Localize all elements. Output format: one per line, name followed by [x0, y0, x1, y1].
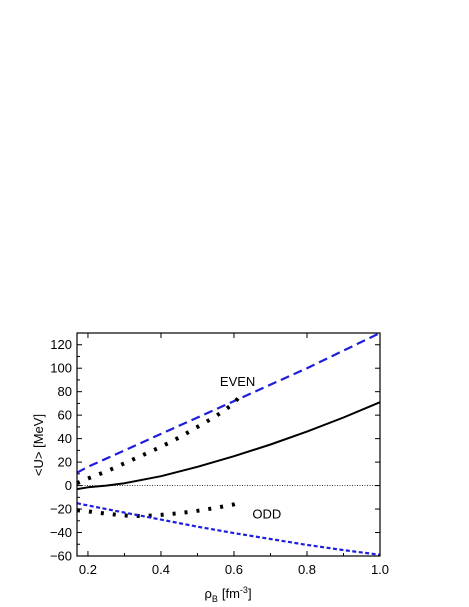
- plot-frame: [76, 332, 381, 557]
- x-tick-label: 0.4: [152, 562, 170, 577]
- annotation-odd: ODD: [252, 506, 281, 521]
- y-axis-label: <U> [MeV]: [31, 414, 46, 476]
- x-tick-labels: 0.2 0.4 0.6 0.8 1.0: [79, 562, 389, 577]
- y-tick-label: 120: [50, 337, 72, 352]
- x-axis-label: ρB [fm-3]: [204, 585, 251, 604]
- y-tick-label: 100: [50, 361, 72, 376]
- x-axis-label-sub: B: [212, 594, 218, 604]
- x-tick-label: 0.6: [225, 562, 243, 577]
- x-tick-label: 0.2: [79, 562, 97, 577]
- series-line-0: [76, 332, 381, 474]
- annotation-even: EVEN: [220, 374, 255, 389]
- x-tick-label: 0.8: [298, 562, 316, 577]
- series-layer: [76, 332, 381, 556]
- x-axis-label-unit-close: ]: [248, 586, 252, 601]
- y-tick-labels: 120 100 80 60 40 20 0 −20 −40 −60: [50, 337, 72, 563]
- y-tick-label: 40: [58, 431, 72, 446]
- y-tick-label: −60: [50, 549, 72, 564]
- x-tick-label: 1.0: [371, 562, 389, 577]
- tick-marks: [77, 333, 381, 557]
- series-line-3: [76, 500, 242, 519]
- x-axis-label-main: ρ: [204, 586, 211, 601]
- y-tick-label: −20: [50, 502, 72, 517]
- y-tick-label: 80: [58, 384, 72, 399]
- x-axis-label-unit-open: [fm: [222, 586, 240, 601]
- annotations: EVEN ODD: [220, 374, 281, 522]
- y-tick-label: −40: [50, 525, 72, 540]
- series-line-4: [76, 502, 381, 556]
- series-line-1: [76, 401, 381, 491]
- y-tick-label: 20: [58, 455, 72, 470]
- series-line-2: [76, 392, 243, 486]
- x-axis-label-unit-sup: -3: [240, 585, 248, 595]
- y-tick-label: 0: [65, 478, 72, 493]
- y-tick-label: 60: [58, 408, 72, 423]
- plot-frame-rect: [76, 332, 381, 557]
